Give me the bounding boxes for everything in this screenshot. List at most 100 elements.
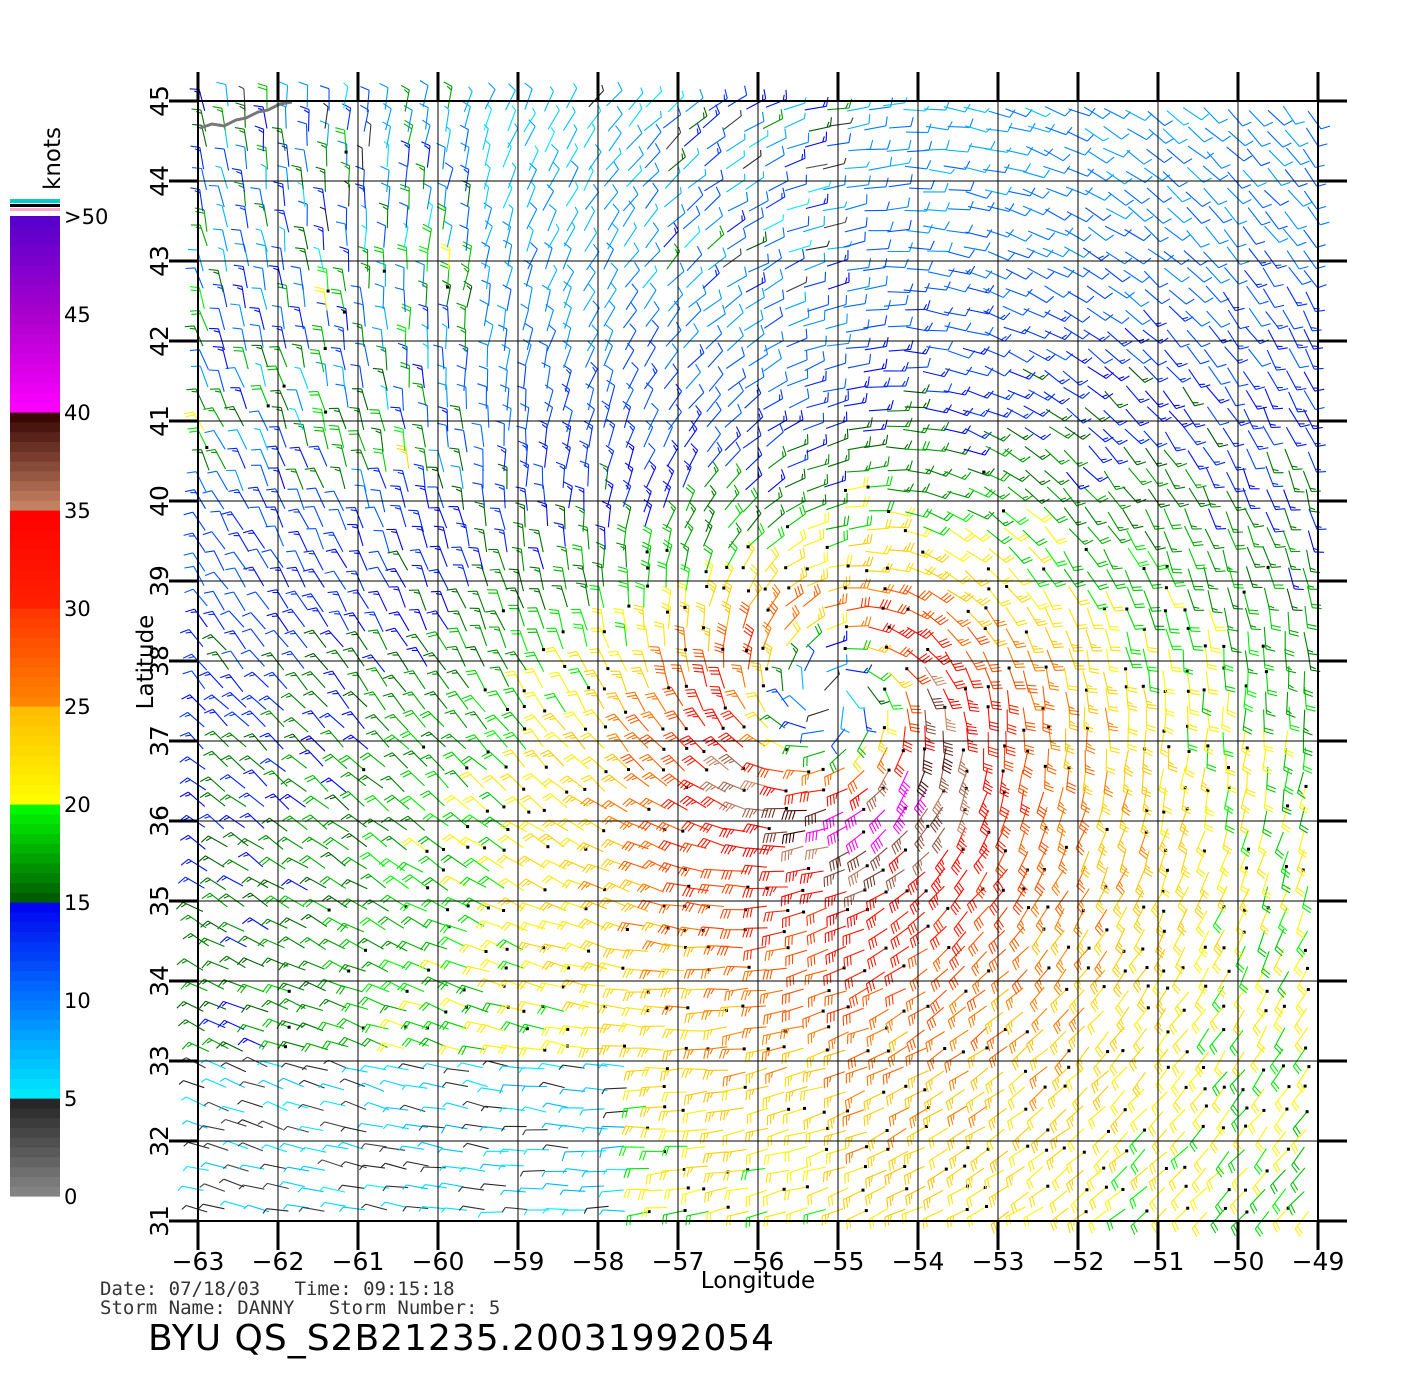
wind-barb-feather	[893, 938, 898, 948]
wind-barb	[220, 1062, 247, 1073]
wind-barb-shaft	[1172, 1087, 1187, 1106]
wind-barb-shaft	[450, 811, 468, 828]
rain-flag-marker	[882, 1090, 886, 1094]
wind-barb-feather	[688, 1215, 691, 1225]
wind-barb-feather	[697, 904, 703, 914]
wind-barb	[659, 1067, 684, 1082]
wind-barb-feather	[806, 1072, 809, 1082]
wind-barb-feather	[805, 1158, 808, 1168]
wind-barb-feather	[543, 1040, 551, 1050]
wind-barb	[639, 1105, 667, 1118]
wind-barb-feather	[1171, 1122, 1178, 1132]
wind-barb	[395, 940, 424, 951]
wind-barb	[1036, 848, 1048, 876]
wind-barb	[683, 1165, 708, 1178]
wind-barb	[1148, 1167, 1168, 1192]
colorbar-band	[10, 990, 60, 1001]
wind-barb	[1054, 1049, 1071, 1076]
wind-barb	[759, 989, 784, 1005]
wind-barb-feather	[1034, 1075, 1037, 1082]
wind-barb-feather	[1159, 1000, 1163, 1007]
rain-flag-marker	[987, 969, 991, 973]
wind-barb-shaft	[968, 1105, 988, 1120]
wind-barb-feather	[1033, 1097, 1037, 1104]
wind-barb-feather	[889, 1214, 893, 1221]
wind-barb-feather	[1010, 1098, 1015, 1109]
wind-barb-feather	[763, 912, 767, 922]
wind-barb-feather	[969, 1000, 974, 1010]
wind-barb-feather	[966, 1002, 971, 1012]
wind-barb-feather	[855, 856, 860, 867]
wind-barb-feather	[339, 1206, 344, 1212]
wind-barb	[522, 833, 550, 849]
wind-barb	[1111, 1066, 1128, 1091]
colorbar-band	[10, 637, 60, 648]
wind-barb-feather	[498, 1164, 503, 1171]
wind-barb-shaft	[682, 1188, 704, 1196]
wind-barb	[281, 878, 308, 891]
wind-barb-shaft	[1270, 1169, 1286, 1187]
wind-barb	[283, 1166, 310, 1172]
wind-barb-feather	[219, 1200, 225, 1206]
wind-barb-feather	[770, 911, 774, 922]
rain-flag-marker	[846, 1005, 850, 1009]
wind-barb-feather	[622, 968, 628, 978]
wind-barb-feather	[661, 1215, 665, 1225]
rain-flag-marker	[926, 1004, 930, 1008]
wind-barb-feather	[301, 836, 310, 844]
wind-barb	[870, 847, 888, 872]
wind-barb-feather	[1011, 985, 1018, 995]
wind-barb	[965, 1126, 986, 1147]
wind-barb-feather	[932, 1002, 938, 1012]
wind-barb	[1068, 1025, 1085, 1051]
wind-barb-feather	[987, 1022, 992, 1033]
wind-barb-shaft	[947, 1185, 968, 1197]
wind-barb	[178, 1080, 205, 1089]
wind-barb	[378, 1018, 408, 1029]
wind-barb	[1031, 927, 1046, 956]
wind-barb-feather	[702, 1153, 706, 1164]
colorbar-band	[10, 608, 60, 619]
wind-barb-feather	[1073, 1000, 1077, 1007]
wind-barb-feather	[721, 1091, 725, 1101]
colorbar-band	[10, 284, 60, 295]
wind-barb-feather	[888, 864, 894, 874]
wind-barb	[578, 1047, 604, 1058]
wind-barb-feather	[340, 813, 350, 821]
colorbar-band	[10, 715, 60, 727]
wind-barb-shaft	[1029, 1048, 1049, 1063]
wind-barb-shaft	[1129, 1185, 1148, 1201]
wind-barb	[825, 945, 847, 965]
wind-barb-shaft	[686, 1210, 709, 1217]
wind-barb-feather	[890, 958, 894, 968]
wind-barb	[1091, 1070, 1110, 1094]
wind-barb-feather	[318, 1083, 324, 1089]
wind-barb-feather	[719, 1111, 723, 1121]
wind-barb-feather	[680, 989, 685, 1000]
wind-barb-feather	[362, 939, 368, 944]
wind-barb-feather	[522, 1129, 527, 1136]
wind-barb-feather	[180, 858, 189, 866]
wind-barb-feather	[498, 1107, 504, 1113]
wind-barb	[1296, 930, 1308, 958]
wind-barb-feather	[985, 1084, 990, 1095]
wind-barb-feather	[177, 1185, 183, 1191]
wind-barb-feather	[1031, 1039, 1034, 1046]
rain-flag-marker	[1244, 1124, 1248, 1128]
wind-barb	[721, 869, 747, 880]
wind-barb	[622, 1088, 648, 1101]
wind-barb-feather	[1231, 1044, 1238, 1054]
colorbar-band	[10, 882, 60, 893]
wind-barb-feather	[236, 1024, 244, 1033]
wind-barb-feather	[850, 1058, 853, 1069]
wind-barb	[258, 1040, 287, 1050]
wind-barb-shaft	[1089, 1186, 1107, 1202]
wind-barb	[1271, 1131, 1287, 1157]
wind-barb	[542, 1208, 569, 1214]
wind-barb-feather	[663, 1070, 667, 1081]
rain-flag-marker	[1123, 969, 1127, 973]
wind-barb-feather	[1231, 1183, 1237, 1193]
wind-barb	[360, 1143, 387, 1149]
wind-barb-feather	[1151, 1145, 1158, 1155]
wind-barb	[297, 1103, 324, 1111]
